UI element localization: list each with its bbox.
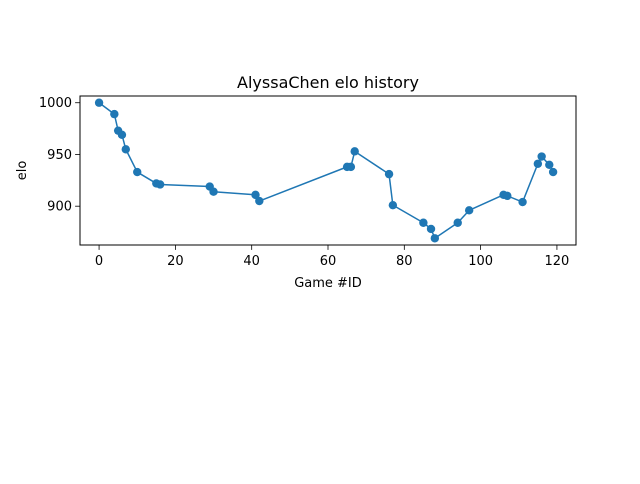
data-point-layer (94, 98, 558, 243)
data-point (133, 167, 142, 177)
data-point (464, 206, 474, 215)
x-tick-label: 40 (243, 254, 260, 269)
data-point (533, 159, 543, 168)
data-point (346, 162, 356, 172)
data-point (117, 130, 127, 139)
data-point (388, 200, 398, 210)
x-tick-label: 120 (545, 254, 570, 269)
x-tick-label: 20 (167, 254, 184, 269)
x-axis: 0 20 40 60 80 100 120 (95, 245, 569, 269)
data-point (384, 169, 394, 179)
data-point (209, 187, 218, 196)
data-point (94, 98, 104, 107)
x-tick-label: 0 (95, 254, 103, 269)
data-point (518, 197, 527, 207)
data-point (503, 191, 512, 201)
data-point (426, 224, 436, 234)
data-point (545, 160, 554, 170)
y-axis: 900 950 1000 (39, 96, 80, 215)
data-point (350, 147, 359, 156)
data-point (548, 167, 558, 177)
data-point (430, 234, 440, 243)
x-tick-label: 80 (396, 254, 413, 269)
chart-title: AlyssaChen elo history (237, 73, 419, 92)
data-point (251, 190, 260, 200)
x-axis-label: Game #ID (294, 276, 362, 291)
y-tick-label: 900 (47, 200, 72, 215)
x-tick-label: 100 (468, 254, 493, 269)
y-tick-label: 950 (47, 148, 72, 163)
data-point (255, 196, 264, 206)
x-tick-label: 60 (320, 254, 337, 269)
data-point (537, 152, 546, 161)
data-point (110, 109, 119, 119)
y-tick-label: 1000 (39, 96, 72, 111)
data-point (453, 218, 462, 227)
data-point (121, 145, 130, 154)
y-axis-label: elo (15, 161, 30, 181)
data-point (155, 180, 165, 189)
data-point (419, 218, 428, 227)
